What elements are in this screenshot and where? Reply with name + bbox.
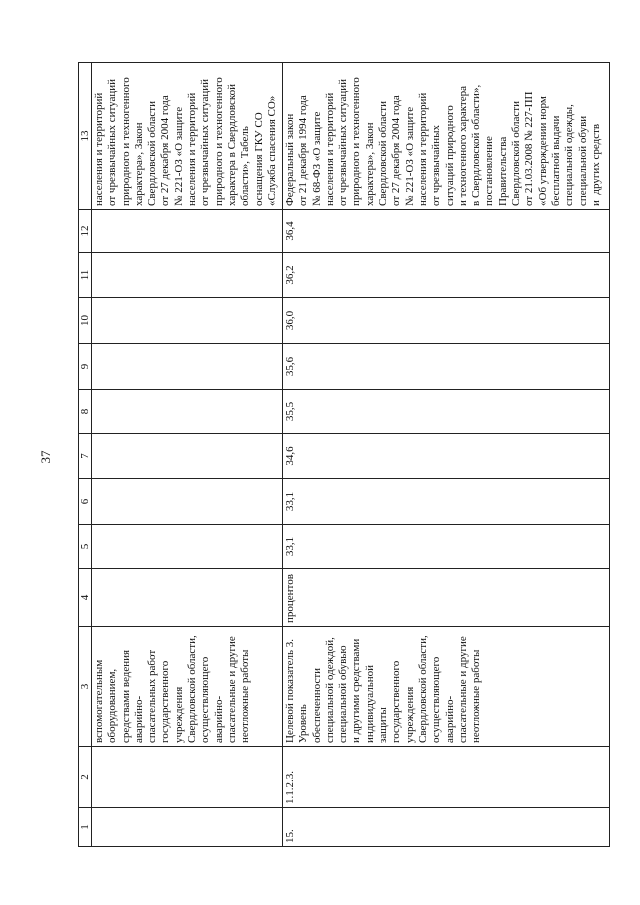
unit-cell (91, 568, 283, 627)
column-header: 4 (78, 568, 92, 627)
table-row: 15. 1.1.2.3. Целевой показатель 3. Урове… (282, 62, 610, 847)
column-header: 9 (78, 343, 92, 390)
column-header: 6 (78, 478, 92, 525)
column-header: 13 (78, 62, 92, 210)
column-header: 10 (78, 297, 92, 344)
page-number: 37 (38, 450, 53, 464)
code-cell: 1.1.2.3. (282, 746, 610, 808)
value-cell (91, 389, 283, 434)
indicator-table: 1 2 3 4 5 6 7 8 9 10 11 12 13 вспомогате… (78, 62, 610, 847)
value-cell: 35,6 (282, 343, 610, 390)
value-cell: 36,2 (282, 252, 610, 298)
row-number-cell: 15. (282, 807, 610, 847)
column-header: 7 (78, 433, 92, 479)
value-cell (91, 297, 283, 344)
column-header: 1 (78, 807, 92, 847)
column-header: 11 (78, 252, 92, 298)
table-row: вспомогательным оборудованием, средствам… (91, 62, 283, 847)
value-cell (91, 433, 283, 479)
value-cell: 36,0 (282, 297, 610, 344)
source-cell: населения и территорий от чрезвычайных с… (91, 62, 283, 210)
value-cell: 36,4 (282, 209, 610, 253)
value-cell (91, 343, 283, 390)
value-cell (91, 209, 283, 253)
unit-cell: процентов (282, 568, 610, 627)
column-header: 5 (78, 524, 92, 569)
value-cell (91, 478, 283, 525)
source-cell: Федеральный закон от 21 декабря 1994 год… (282, 62, 610, 210)
value-cell (91, 252, 283, 298)
table-header-row: 1 2 3 4 5 6 7 8 9 10 11 12 13 (78, 62, 92, 847)
value-cell: 33,1 (282, 478, 610, 525)
column-header: 12 (78, 209, 92, 253)
column-header: 8 (78, 389, 92, 434)
value-cell: 34,6 (282, 433, 610, 479)
code-cell (91, 746, 283, 808)
rotated-table-container: 1 2 3 4 5 6 7 8 9 10 11 12 13 вспомогате… (78, 62, 610, 847)
row-number-cell (91, 807, 283, 847)
value-cell: 33,1 (282, 524, 610, 569)
column-header: 3 (78, 626, 92, 747)
description-cell: вспомогательным оборудованием, средствам… (91, 626, 283, 747)
column-header: 2 (78, 746, 92, 808)
value-cell: 35,5 (282, 389, 610, 434)
description-cell: Целевой показатель 3. Уровень обеспеченн… (282, 626, 610, 747)
value-cell (91, 524, 283, 569)
